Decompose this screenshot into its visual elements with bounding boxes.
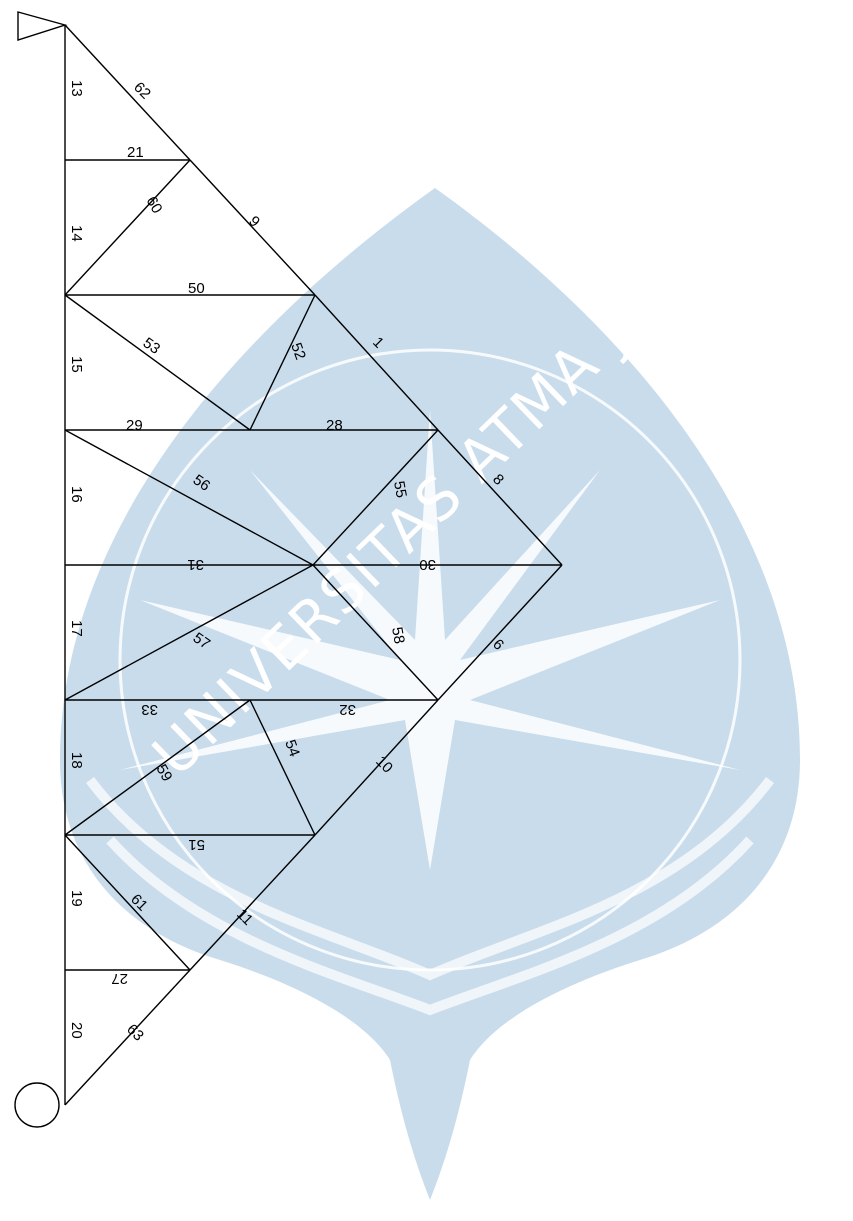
member-10	[314, 699, 439, 836]
label-18: 18	[68, 752, 85, 769]
label-15: 15	[68, 356, 85, 373]
roller-support	[14, 1082, 60, 1128]
label-51: 51	[188, 836, 205, 853]
watermark: UNIVERSITAS ATMA JAYA YOGYAKARTA	[60, 0, 853, 1200]
member-54	[249, 699, 316, 836]
member-62	[64, 24, 191, 161]
label-50: 50	[188, 280, 205, 297]
member-55	[312, 429, 439, 566]
member-11	[189, 834, 316, 971]
member-57	[64, 564, 314, 701]
label-20: 20	[68, 1022, 85, 1039]
label-59: 59	[153, 762, 176, 785]
label-60: 60	[143, 194, 166, 217]
member-59	[64, 699, 251, 836]
label-52: 52	[287, 341, 309, 362]
pin-support	[17, 11, 68, 41]
truss-members	[64, 24, 563, 1106]
label-13: 13	[68, 80, 85, 97]
member-52	[249, 294, 316, 431]
label-14: 14	[68, 225, 85, 242]
member-58	[312, 564, 439, 701]
label-21: 21	[127, 144, 144, 161]
member-8	[437, 429, 563, 566]
member-60	[64, 159, 191, 296]
label-16: 16	[68, 486, 85, 503]
label-57: 57	[190, 629, 213, 652]
label-32: 32	[339, 701, 356, 718]
label-9: 9	[245, 213, 263, 231]
watermark-wing-lines	[86, 776, 774, 1016]
member-56	[64, 429, 314, 566]
watermark-compass	[120, 410, 740, 870]
label-58: 58	[388, 626, 408, 645]
label-63: 63	[123, 1021, 147, 1045]
label-54: 54	[281, 738, 303, 759]
label-17: 17	[68, 620, 85, 637]
member-6	[437, 564, 563, 701]
label-19: 19	[68, 890, 85, 907]
label-55: 55	[390, 480, 410, 499]
label-56: 56	[190, 471, 213, 494]
member-63	[64, 969, 191, 1106]
member-1	[314, 294, 439, 431]
label-53: 53	[140, 334, 163, 357]
label-29: 29	[126, 417, 143, 434]
member-53	[64, 294, 251, 431]
label-30: 30	[419, 556, 436, 573]
label-27: 27	[111, 970, 128, 987]
label-28: 28	[326, 417, 343, 434]
member-9	[189, 159, 316, 296]
member-61	[64, 834, 191, 971]
label-33: 33	[141, 701, 158, 718]
label-31: 31	[187, 556, 204, 573]
